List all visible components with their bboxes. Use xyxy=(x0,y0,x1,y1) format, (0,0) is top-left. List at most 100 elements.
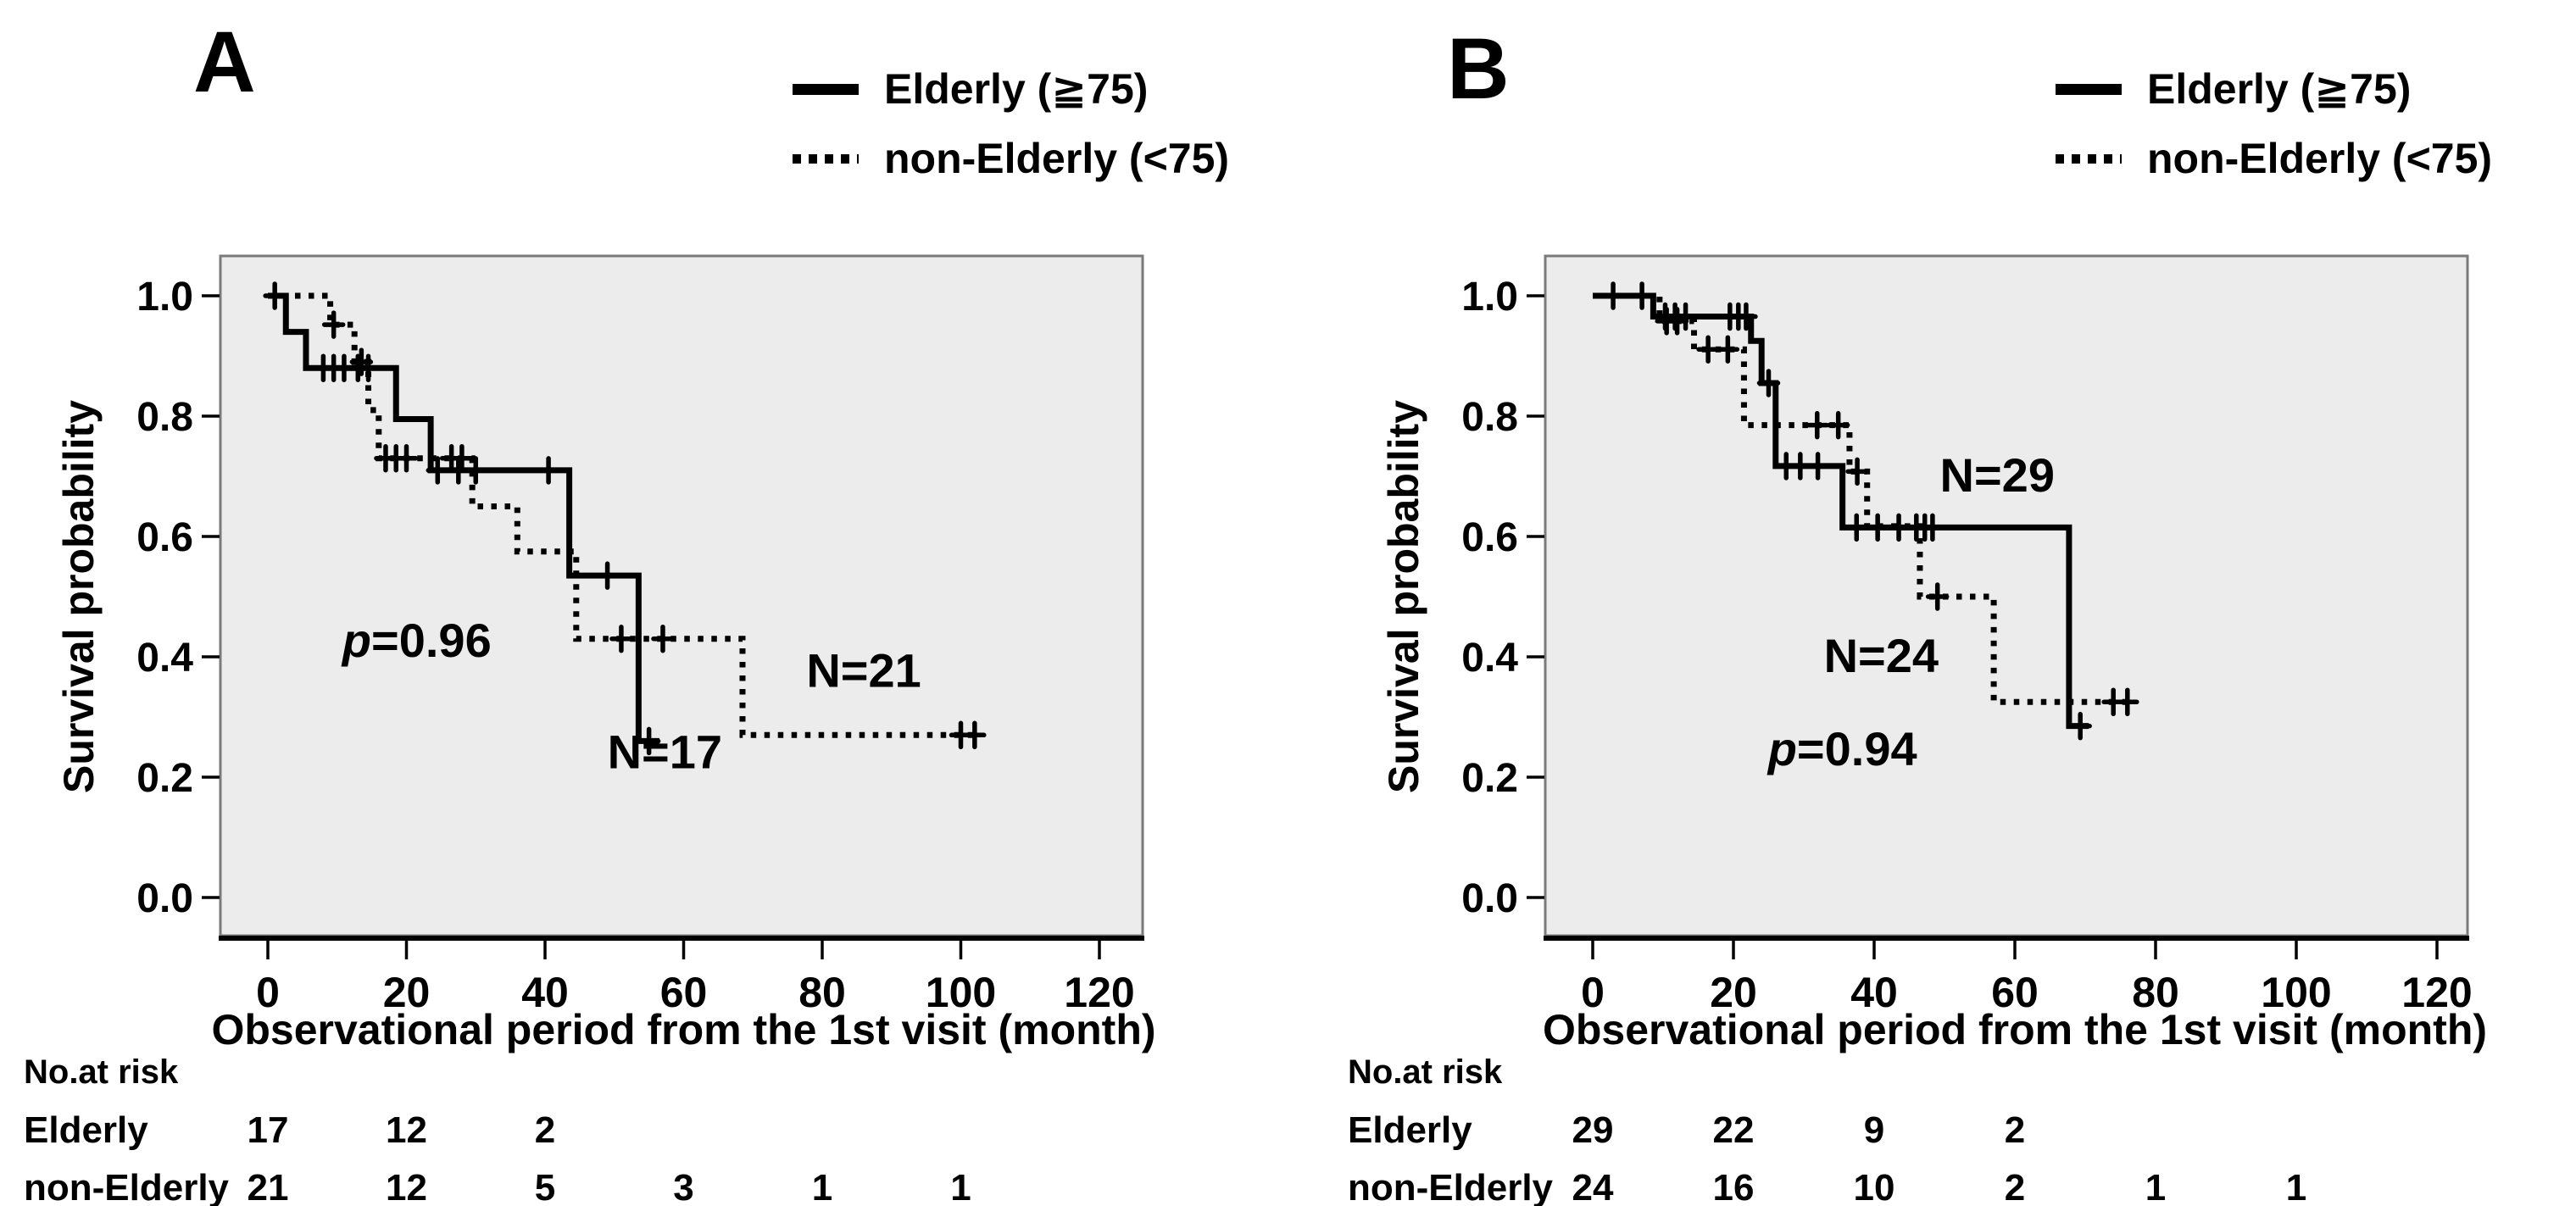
x-tick-label: 80 xyxy=(2132,969,2179,1016)
risk-count: 16 xyxy=(1713,1167,1755,1206)
censor-mark xyxy=(1826,410,1850,440)
x-tick-label: 0 xyxy=(1581,969,1605,1016)
legend-A: Elderly (≧75) non-Elderly (<75) xyxy=(793,61,1229,186)
y-tick-label: 1.0 xyxy=(1461,275,1518,320)
censor-mark xyxy=(1921,513,1945,542)
panel-letter-A: A xyxy=(193,14,256,110)
panel-A: A Elderly (≧75) non-Elderly (<75) 0 20 40 6… xyxy=(24,14,1229,1206)
censor-mark xyxy=(321,310,346,339)
censor-mark xyxy=(2116,687,2139,716)
risk-count: 2 xyxy=(2005,1109,2025,1151)
y-tick-label: 0.0 xyxy=(136,876,193,921)
n-label: N=24 xyxy=(1824,629,1939,682)
y-tick-label: 0.8 xyxy=(136,395,193,440)
x-tick-label: 20 xyxy=(383,969,431,1016)
legend-dotted-line-swatch xyxy=(793,153,859,164)
p-value-label: p=0.96 xyxy=(341,614,492,667)
censor-mark xyxy=(1805,410,1829,440)
km-plot-B: 0 20 40 60 80 100 120 0.0 0.2 0.4 0.6 0.8 1.0 Observa… xyxy=(1348,254,2487,1206)
risk-count: 10 xyxy=(1854,1167,1895,1206)
censor-mark xyxy=(2068,711,2092,741)
legend-item-elderly: Elderly (≧75) xyxy=(2056,61,2492,117)
km-curve-non-elderly xyxy=(268,292,978,738)
censor-mark xyxy=(1716,335,1740,364)
risk-row-label: non-Elderly xyxy=(24,1167,230,1206)
censor-mark xyxy=(1845,457,1869,486)
censor-mark xyxy=(609,624,633,653)
censor-mark xyxy=(637,726,661,756)
km-curve-elderly xyxy=(268,292,659,744)
y-axis-title: Survival probability xyxy=(1380,400,1427,793)
legend-B: Elderly (≧75) non-Elderly (<75) xyxy=(2056,61,2492,186)
risk-row-label: Elderly xyxy=(1348,1109,1472,1151)
x-axis-title: Observational period from the 1st visit … xyxy=(1543,1006,2487,1053)
x-tick-label: 40 xyxy=(1850,969,1898,1016)
legend-item-non-elderly: non-Elderly (<75) xyxy=(2056,131,2492,186)
n-label: N=29 xyxy=(1940,448,2055,502)
censor-mark xyxy=(1734,302,1758,331)
risk-table-header: No.at risk xyxy=(1348,1053,1503,1091)
censor-mark xyxy=(1805,452,1830,481)
y-tick-label: 0.4 xyxy=(136,636,193,681)
n-label: N=21 xyxy=(806,644,921,697)
risk-row-label: Elderly xyxy=(24,1109,148,1151)
risk-count: 1 xyxy=(2286,1167,2306,1206)
y-tick-label: 0.6 xyxy=(136,515,193,560)
legend-label-non-elderly: non-Elderly (<75) xyxy=(2147,135,2493,182)
censor-mark xyxy=(1844,513,1868,542)
legend-item-non-elderly: non-Elderly (<75) xyxy=(793,131,1229,186)
censor-mark xyxy=(595,561,620,590)
risk-table-header: No.at risk xyxy=(24,1053,179,1091)
censor-mark xyxy=(1696,335,1720,364)
risk-count: 5 xyxy=(535,1167,555,1206)
legend-solid-line-swatch xyxy=(793,83,859,95)
risk-row-label: non-Elderly xyxy=(1348,1167,1554,1206)
y-tick-label: 0.8 xyxy=(1461,395,1518,440)
censor-mark xyxy=(537,456,560,485)
censor-mark xyxy=(349,347,374,376)
risk-count: 3 xyxy=(673,1167,693,1206)
y-tick-label: 1.0 xyxy=(136,275,193,320)
risk-count: 12 xyxy=(386,1109,427,1151)
x-tick-label: 20 xyxy=(1710,969,1757,1016)
x-tick-label: 120 xyxy=(2401,969,2472,1016)
km-plot-A: 0 20 40 60 80 100 120 0.0 0.2 0.4 0.6 0.8 1.0 Observa… xyxy=(24,254,1156,1206)
x-tick-label: 120 xyxy=(1064,969,1134,1016)
risk-count: 22 xyxy=(1713,1109,1755,1151)
risk-count: 12 xyxy=(386,1167,427,1206)
risk-count: 2 xyxy=(535,1109,555,1151)
censor-mark xyxy=(651,624,675,653)
y-tick-label: 0.6 xyxy=(1461,515,1518,560)
censor-mark xyxy=(450,443,474,473)
censor-mark xyxy=(1756,369,1781,397)
plot-area xyxy=(1544,254,2469,937)
x-tick-label: 100 xyxy=(2261,969,2331,1016)
n-label: N=17 xyxy=(608,725,722,778)
x-tick-label: 60 xyxy=(1991,969,2039,1016)
risk-count: 1 xyxy=(812,1167,832,1206)
x-tick-label: 100 xyxy=(926,969,996,1016)
risk-count: 2 xyxy=(2005,1167,2025,1206)
risk-count: 1 xyxy=(2145,1167,2166,1206)
legend-item-elderly: Elderly (≧75) xyxy=(793,61,1229,117)
censor-mark xyxy=(394,443,419,473)
x-axis-title: Observational period from the 1st visit … xyxy=(211,1006,1155,1053)
x-tick-label: 0 xyxy=(256,969,280,1016)
risk-count: 17 xyxy=(248,1109,289,1151)
x-tick-label: 60 xyxy=(660,969,708,1016)
y-tick-label: 0.2 xyxy=(1461,756,1518,801)
legend-label-elderly: Elderly (≧75) xyxy=(2147,65,2412,113)
x-tick-label: 80 xyxy=(798,969,846,1016)
y-tick-label: 0.2 xyxy=(136,756,193,801)
p-value-label: p=0.94 xyxy=(1766,722,1917,775)
risk-count: 1 xyxy=(950,1167,971,1206)
y-axis-title: Survival probability xyxy=(55,400,103,793)
y-tick-label: 0.0 xyxy=(1461,876,1518,921)
censor-mark xyxy=(464,456,487,485)
censor-mark xyxy=(426,456,450,485)
risk-count: 9 xyxy=(1864,1109,1884,1151)
legend-label-elderly: Elderly (≧75) xyxy=(884,65,1149,113)
risk-count: 29 xyxy=(1572,1109,1614,1151)
panel-B: B Elderly (≧75) non-Elderly (<75) 0 20 40 6… xyxy=(1288,0,2576,1206)
